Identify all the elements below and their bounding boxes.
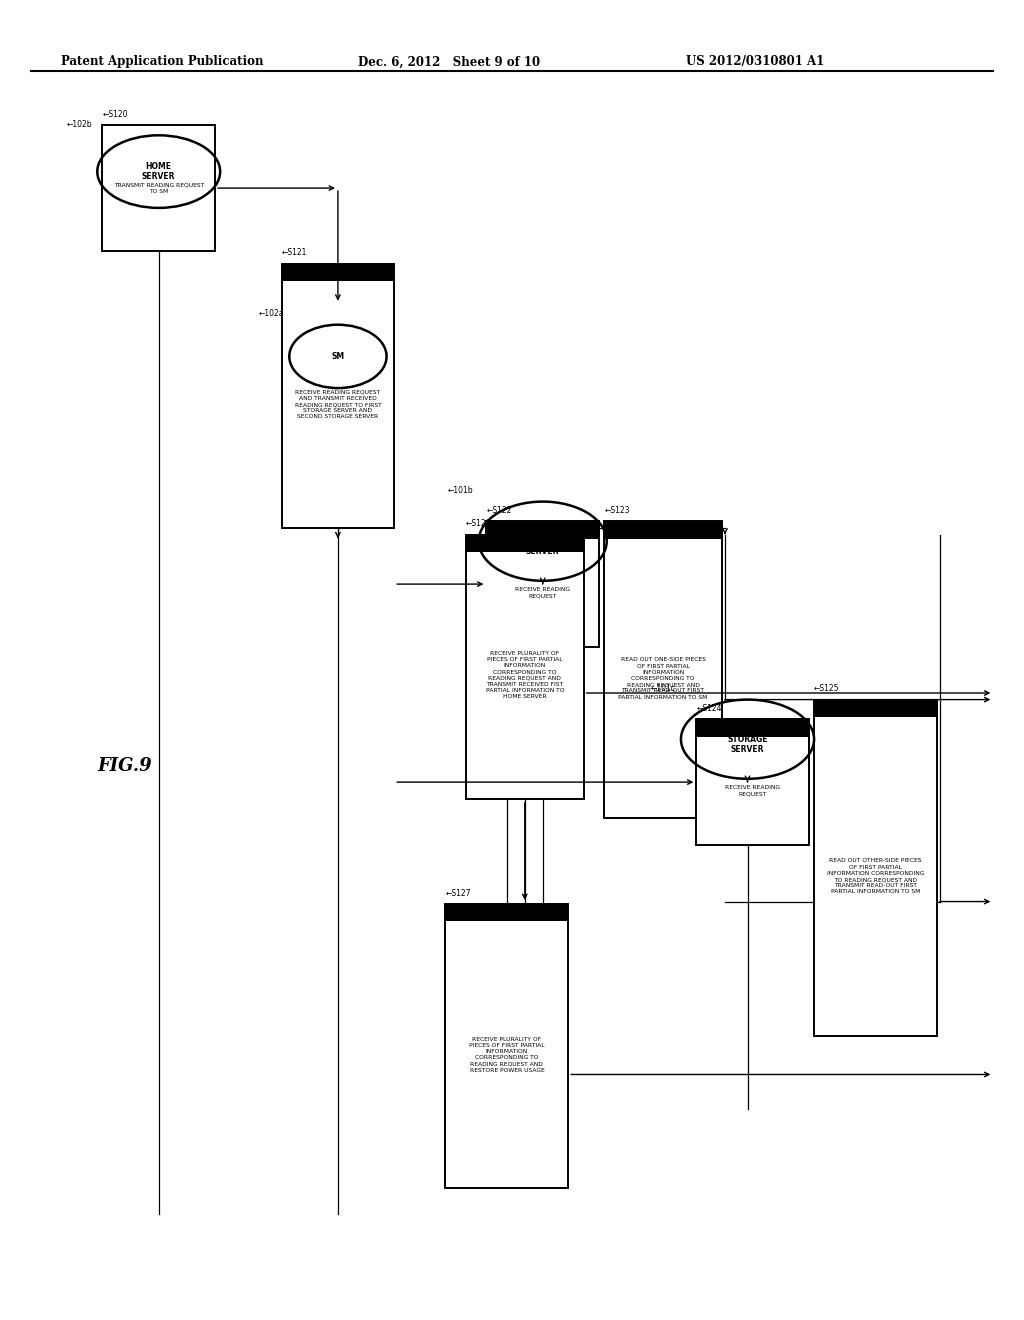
Text: ←S127: ←S127 (445, 888, 471, 898)
Text: SECOND
STORAGE
SERVER: SECOND STORAGE SERVER (727, 725, 768, 754)
Text: ←S124: ←S124 (696, 704, 722, 713)
Bar (814, 700, 937, 1036)
Text: HOME
SERVER: HOME SERVER (142, 162, 175, 181)
Text: ←S121: ←S121 (282, 248, 307, 257)
Bar (814, 700, 937, 717)
Text: RECEIVE PLURALITY OF
PIECES OF FIRST PARTIAL
INFORMATION
CORRESPONDING TO
READIN: RECEIVE PLURALITY OF PIECES OF FIRST PAR… (485, 651, 564, 700)
Text: ←S120: ←S120 (102, 110, 128, 119)
Text: READ OUT ONE-SIDE PIECES
OF FIRST PARTIAL
INFORMATION
CORRESPONDING TO
READING R: READ OUT ONE-SIDE PIECES OF FIRST PARTIA… (618, 657, 708, 700)
Text: ←S122: ←S122 (486, 506, 512, 515)
Bar (282, 264, 394, 281)
Bar (604, 521, 722, 539)
Bar (466, 535, 584, 552)
Bar (102, 125, 215, 251)
Text: ←102b: ←102b (67, 120, 92, 129)
Text: RECEIVE READING
REQUEST: RECEIVE READING REQUEST (515, 587, 570, 598)
Text: ←S123: ←S123 (604, 506, 630, 515)
Bar (486, 521, 599, 539)
Text: READ OUT OTHER-SIDE PIECES
OF FIRST PARTIAL
INFORMATION CORRESPONDING
TO READING: READ OUT OTHER-SIDE PIECES OF FIRST PART… (826, 858, 925, 895)
Text: ←102a: ←102a (259, 309, 285, 318)
Bar (282, 264, 394, 528)
Bar (466, 535, 584, 799)
Bar (604, 521, 722, 818)
Text: RECEIVE PLURALITY OF
PIECES OF FIRST PARTIAL
INFORMATION
CORRESPONDING TO
READIN: RECEIVE PLURALITY OF PIECES OF FIRST PAR… (469, 1036, 545, 1073)
Text: ←S126: ←S126 (466, 519, 492, 528)
Text: RECEIVE READING REQUEST
AND TRANSMIT RECEIVED
READING REQUEST TO FIRST
STORAGE S: RECEIVE READING REQUEST AND TRANSMIT REC… (295, 389, 381, 420)
Text: ←101c: ←101c (651, 684, 676, 693)
Text: US 2012/0310801 A1: US 2012/0310801 A1 (686, 55, 824, 69)
Text: ←101b: ←101b (447, 486, 473, 495)
Text: Patent Application Publication: Patent Application Publication (61, 55, 264, 69)
Text: FIG.9: FIG.9 (97, 756, 152, 775)
Bar (696, 719, 809, 845)
Bar (445, 904, 568, 921)
Text: FIRST
STORAGE
SERVER: FIRST STORAGE SERVER (522, 527, 563, 556)
Text: TRANSMIT READING REQUEST
TO SM: TRANSMIT READING REQUEST TO SM (114, 182, 204, 194)
Bar (445, 904, 568, 1188)
Bar (486, 521, 599, 647)
Text: RECEIVE READING
REQUEST: RECEIVE READING REQUEST (725, 785, 780, 796)
Text: SM: SM (332, 352, 344, 360)
Bar (696, 719, 809, 737)
Text: ←S125: ←S125 (814, 684, 840, 693)
Text: Dec. 6, 2012   Sheet 9 of 10: Dec. 6, 2012 Sheet 9 of 10 (358, 55, 541, 69)
